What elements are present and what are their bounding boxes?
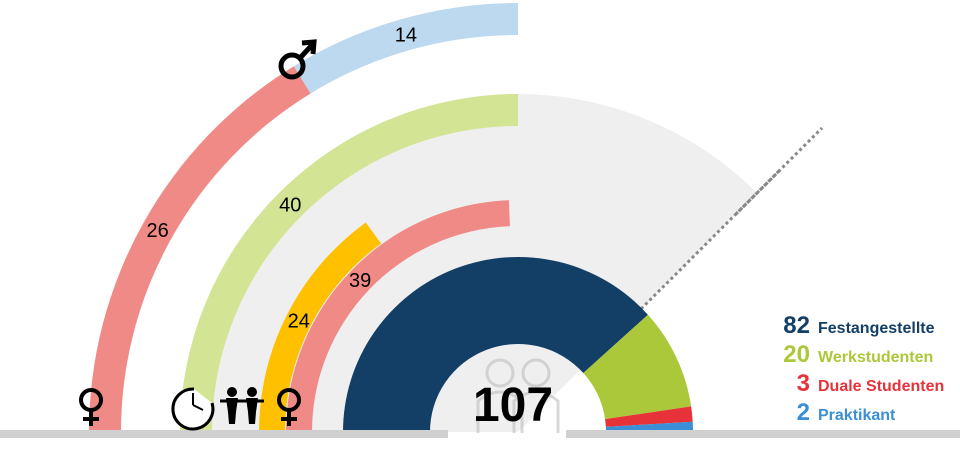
male-arrow-head (301, 39, 317, 55)
data-label-40: 40 (279, 194, 301, 216)
female-symbol-icon (79, 388, 103, 426)
legend-item-praktikant: 2 Praktikant (770, 399, 960, 428)
male-symbol-icon (278, 39, 317, 80)
legend-item-duale-studenten: 3 Duale Studenten (770, 370, 960, 399)
data-label-24: 24 (288, 310, 310, 332)
donut-slice-festangestellte (343, 257, 648, 432)
radial-bar-parttime-0 (180, 94, 518, 432)
clock-hand-2 (192, 404, 204, 411)
male-ring (278, 52, 306, 80)
radial-bar-inner-0 (286, 200, 510, 432)
children-icon (220, 387, 264, 424)
donut-slice-werkstudenten (583, 314, 692, 420)
child-head-1 (247, 387, 257, 397)
center-total: 107 (473, 379, 553, 432)
male-arrow-stem (298, 43, 314, 60)
legend-label-werkstudenten: Werkstudenten (818, 349, 934, 366)
legend-value-duale-studenten: 3 (796, 370, 810, 397)
child-head-0 (227, 387, 237, 397)
legend-value-festangestellte: 82 (783, 312, 810, 339)
background-gap (146, 60, 782, 433)
legend-label-duale-studenten: Duale Studenten (818, 378, 945, 395)
data-label-39: 39 (349, 270, 371, 292)
child-body-1 (246, 398, 258, 424)
baseline-right (566, 430, 960, 438)
radial-bar-children-0 (259, 222, 382, 432)
clock-face (171, 387, 215, 431)
legend-value-praktikant: 2 (796, 399, 810, 426)
people-body-1 (512, 390, 560, 433)
donut-slice-duale-studenten (605, 406, 693, 427)
radial-bar-outer-1 (293, 3, 518, 94)
people-head-1 (521, 358, 551, 388)
legend-item-werkstudenten: 20 Werkstudenten (770, 341, 960, 370)
legend-label-festangestellte: Festangestellte (818, 320, 935, 337)
clock-icon (171, 387, 215, 431)
people-icon (476, 358, 560, 433)
reference-line-outer (734, 126, 824, 216)
donut-slice-praktikant (605, 421, 693, 432)
legend-label-praktikant: Praktikant (818, 407, 896, 424)
radial-bar-outer-0 (89, 66, 311, 432)
baseline-left (0, 430, 448, 438)
legend-item-festangestellte: 82 Festangestellte (770, 312, 960, 341)
people-head-0 (485, 358, 515, 388)
legend: 82 Festangestellte 20 Werkstudenten 3 Du… (770, 312, 960, 428)
data-label-26: 26 (147, 220, 169, 242)
legend-value-werkstudenten: 20 (783, 341, 810, 368)
people-body-0 (476, 390, 524, 433)
child-body-0 (226, 398, 238, 424)
data-label-14: 14 (395, 25, 417, 47)
female-symbol-icon (277, 388, 301, 426)
